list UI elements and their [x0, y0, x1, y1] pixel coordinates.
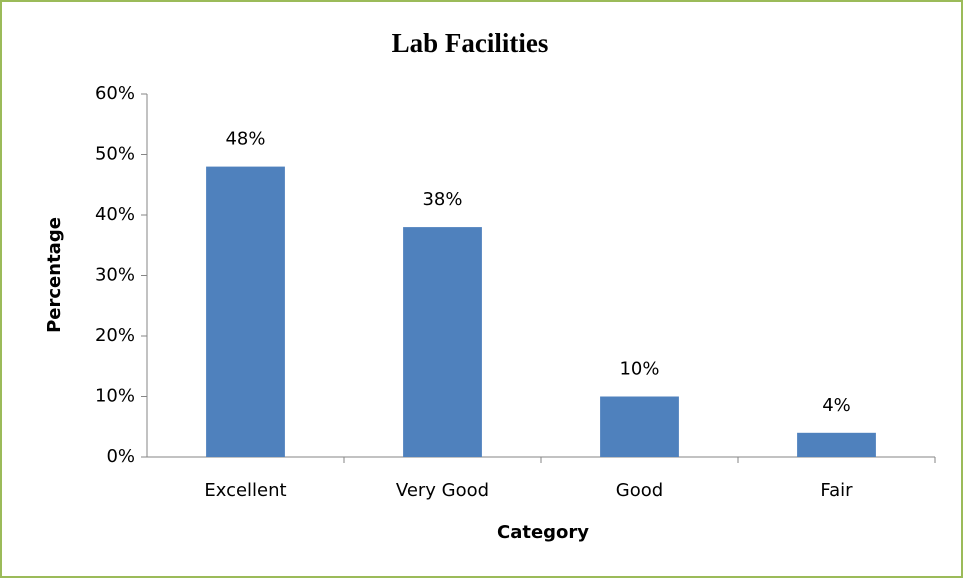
y-tick-label: 30%	[95, 265, 135, 286]
x-tick-label: Fair	[820, 480, 853, 501]
y-tick-label: 60%	[95, 83, 135, 104]
y-tick-label: 10%	[95, 386, 135, 407]
y-tick-label: 40%	[95, 204, 135, 225]
bar	[403, 227, 482, 457]
x-tick-label: Very Good	[396, 480, 489, 501]
y-axis-label: Percentage	[44, 217, 65, 333]
chart-title: Lab Facilities	[392, 28, 549, 58]
bar	[600, 396, 679, 457]
bar	[797, 432, 876, 457]
bar	[206, 166, 285, 457]
data-label: 10%	[619, 359, 659, 380]
x-axis-label: Category	[497, 522, 589, 543]
data-label: 4%	[822, 395, 851, 416]
data-label: 48%	[225, 129, 265, 150]
x-tick-label: Good	[616, 480, 663, 501]
x-tick-label: Excellent	[204, 480, 286, 501]
data-label: 38%	[422, 189, 462, 210]
y-tick-label: 20%	[95, 325, 135, 346]
y-tick-label: 50%	[95, 144, 135, 165]
y-tick-label: 0%	[106, 446, 135, 467]
